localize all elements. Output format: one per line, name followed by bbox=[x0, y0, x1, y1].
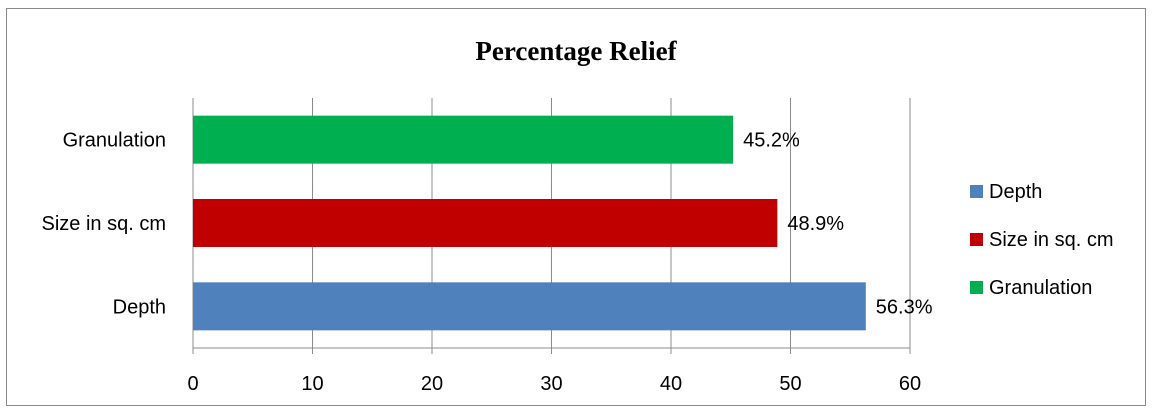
x-tick-label: 0 bbox=[187, 373, 198, 395]
x-tick-label: 20 bbox=[421, 373, 443, 395]
x-tick-label: 60 bbox=[899, 373, 921, 395]
bar bbox=[193, 199, 777, 247]
legend-swatch bbox=[970, 233, 983, 246]
category-label: Depth bbox=[113, 296, 166, 318]
bar bbox=[193, 116, 733, 164]
category-axis-labels: Depth Size in sq. cm Granulation bbox=[42, 130, 166, 319]
data-label: 56.3% bbox=[876, 296, 933, 318]
x-tick-label: 40 bbox=[660, 373, 682, 395]
legend-swatch bbox=[970, 185, 983, 198]
category-label: Size in sq. cm bbox=[42, 213, 166, 235]
bar bbox=[193, 282, 866, 330]
category-label: Granulation bbox=[63, 130, 166, 152]
chart-title: Percentage Relief bbox=[475, 36, 677, 66]
legend-label: Granulation bbox=[989, 277, 1092, 299]
value-axis-tick-labels: 0 10 20 30 40 50 60 bbox=[187, 373, 921, 395]
data-label: 48.9% bbox=[787, 213, 844, 235]
x-tick-label: 10 bbox=[301, 373, 323, 395]
legend-label: Depth bbox=[989, 181, 1042, 203]
x-tick-label: 30 bbox=[540, 373, 562, 395]
data-label: 45.2% bbox=[743, 130, 800, 152]
chart-legend: Depth Size in sq. cm Granulation bbox=[970, 181, 1113, 299]
legend-swatch bbox=[970, 281, 983, 294]
x-tick-label: 50 bbox=[779, 373, 801, 395]
legend-label: Size in sq. cm bbox=[989, 229, 1113, 251]
